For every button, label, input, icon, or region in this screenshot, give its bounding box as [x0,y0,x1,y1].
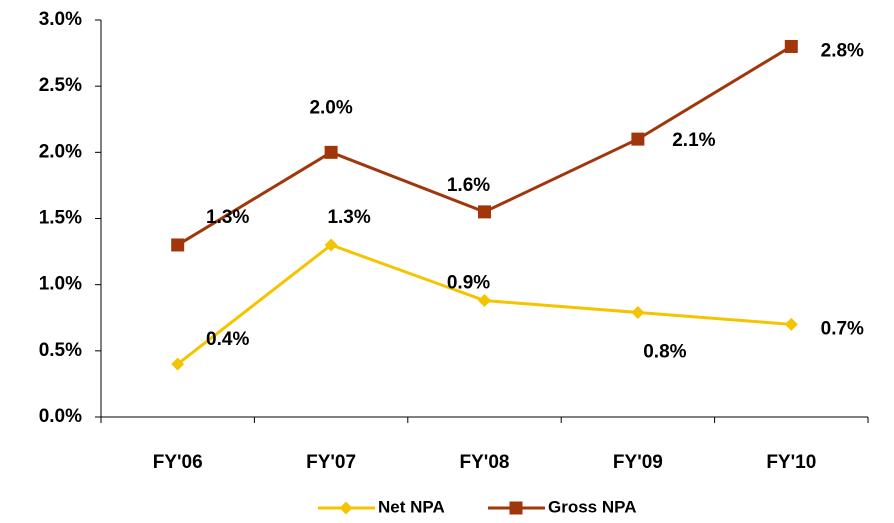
point [171,357,185,371]
point [784,39,798,53]
point [324,145,338,159]
y-tick-label: 1.0% [39,274,82,295]
legend-marker [339,501,353,515]
data-label: 2.1% [672,130,715,151]
point [324,238,338,252]
data-label: 0.8% [643,341,686,362]
y-tick-label: 2.5% [39,75,82,96]
y-tick-label: 2.0% [39,141,82,162]
point [784,317,798,331]
data-label: 2.0% [309,97,352,118]
x-tick-label: FY'06 [153,452,203,473]
point [171,238,185,252]
x-tick-label: FY'09 [613,452,663,473]
point [478,205,491,219]
data-label: 0.9% [447,273,490,294]
point [631,305,645,319]
x-tick-label: FY'07 [306,452,356,473]
data-label: 0.4% [206,329,249,350]
y-tick-label: 0.0% [39,406,82,427]
y-tick-label: 1.5% [39,208,82,229]
data-label: 2.8% [821,40,864,61]
data-label: 1.3% [206,207,249,228]
point [631,132,645,146]
data-label: 0.7% [821,318,864,339]
y-tick-label: 3.0% [39,9,82,30]
y-tick-label: 0.5% [39,340,82,361]
legend-label: Gross NPA [548,497,637,516]
x-tick-label: FY'10 [766,452,816,473]
legend-marker [509,501,523,515]
legend-label: Net NPA [378,497,445,516]
data-label: 1.3% [327,207,370,228]
x-tick-label: FY'08 [460,452,510,473]
data-label: 1.6% [447,175,490,196]
point [478,294,491,308]
